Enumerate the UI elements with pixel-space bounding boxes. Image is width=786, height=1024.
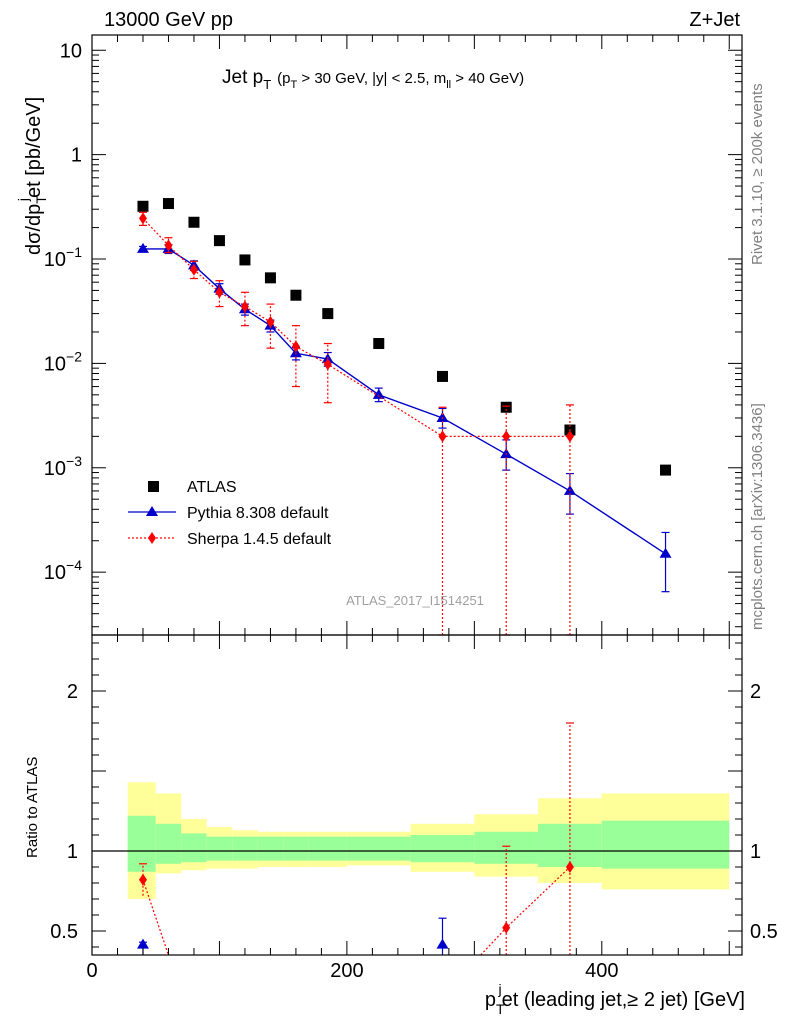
sherpa-point xyxy=(291,340,300,353)
x-tick-label: 0 xyxy=(86,960,97,982)
ratio-y-tick-label-right: 0.5 xyxy=(750,921,778,943)
ratio-y-tick-label-right: 2 xyxy=(750,681,761,703)
atlas-point xyxy=(373,338,385,350)
sherpa-point xyxy=(266,315,275,328)
sherpa-point xyxy=(502,430,511,443)
ratio-x-tick-labels: 0 200 400 xyxy=(86,960,618,982)
sherpa-point xyxy=(215,286,224,299)
atlas-point xyxy=(162,198,174,210)
main-y-tick-labels: 10 1 10−1 10−2 10−3 10−4 xyxy=(44,40,82,584)
main-series xyxy=(136,198,672,636)
sherpa-ratio-line xyxy=(142,879,170,956)
atlas-point xyxy=(137,200,149,212)
legend-atlas-marker xyxy=(148,481,159,492)
sherpa-ratio-point xyxy=(565,861,574,873)
main-y-tick-label: 10 xyxy=(60,40,82,62)
main-y-tick-label: 10−2 xyxy=(44,348,82,375)
atlas-point xyxy=(500,401,512,413)
mcplots-label: mcplots.cern.ch [arXiv:1306.3436] xyxy=(749,403,766,630)
sherpa-point xyxy=(164,239,173,252)
ratio-y-tick-label-left: 1 xyxy=(67,841,78,863)
ratio-y-tick-label-left: 0.5 xyxy=(50,921,78,943)
atlas-point xyxy=(213,235,225,247)
sherpa-point xyxy=(323,358,332,371)
legend: ATLAS Pythia 8.308 default Sherpa 1.4.5 … xyxy=(128,479,332,548)
band-inner xyxy=(308,836,347,861)
ratio-y-tick-label-right: 1 xyxy=(750,841,761,863)
band-inner xyxy=(410,835,475,863)
band-inner xyxy=(127,815,156,872)
axes-frames xyxy=(91,34,743,956)
atlas-point xyxy=(188,216,200,228)
sherpa-ratio-point xyxy=(138,873,147,886)
band-inner xyxy=(283,836,309,861)
atlas-point xyxy=(264,272,276,284)
band-inner xyxy=(601,820,730,869)
main-y-tick-label: 1 xyxy=(71,145,82,167)
x-tick-label: 200 xyxy=(330,960,363,982)
pythia-point xyxy=(659,547,672,558)
ratio-y-tick-labels: 0.5 0.5 1 1 2 2 xyxy=(50,681,778,943)
band-inner xyxy=(232,836,258,861)
rivet-label: Rivet 3.1.10, ≥ 200k events xyxy=(749,83,766,265)
atlas-point xyxy=(436,370,448,382)
pythia-point xyxy=(136,242,149,253)
sherpa-point xyxy=(138,212,147,225)
atlas-point xyxy=(322,308,334,320)
atlas-point xyxy=(660,464,672,476)
atlas-point xyxy=(290,289,302,301)
x-axis-label: pTjet (leading jet,≥ 2 jet) [GeV] xyxy=(485,981,745,1017)
main-y-tick-label: 10−3 xyxy=(44,453,82,480)
band-inner xyxy=(155,823,182,864)
ratio-y-axis-label: Ratio to ATLAS xyxy=(24,757,41,858)
legend-pythia-marker xyxy=(146,506,158,516)
energy-label: 13000 GeV pp xyxy=(104,9,233,31)
sherpa-ratio-point xyxy=(502,921,511,934)
ratio-frame xyxy=(91,634,743,956)
legend-sherpa-marker xyxy=(148,532,156,544)
process-label: Z+Jet xyxy=(689,9,740,31)
pythia-point xyxy=(436,411,449,422)
sherpa-point xyxy=(189,263,198,276)
sherpa-point xyxy=(438,430,447,443)
legend-atlas-label: ATLAS xyxy=(187,479,237,496)
ratio-uncertainty-bands xyxy=(92,782,742,899)
pythia-ratio-point xyxy=(136,938,149,949)
atlas-point xyxy=(239,254,251,266)
legend-sherpa-label: Sherpa 1.4.5 default xyxy=(187,531,332,548)
main-title: Jet pT (pT > 30 GeV, |y| < 2.5, mll > 40 … xyxy=(222,67,524,92)
band-inner xyxy=(257,836,284,861)
analysis-watermark: ATLAS_2017_I1514251 xyxy=(346,593,484,608)
band-inner xyxy=(181,833,207,863)
sherpa-point xyxy=(565,430,574,443)
main-y-tick-label: 10−4 xyxy=(44,557,82,584)
ratio-y-tick-label-left: 2 xyxy=(67,681,78,703)
band-inner xyxy=(206,836,233,861)
pythia-point xyxy=(372,388,385,399)
main-y-tick-label: 10−1 xyxy=(44,244,82,271)
main-y-axis-label: dσ/dpTjet [pb/GeV] xyxy=(15,97,49,255)
band-inner xyxy=(346,836,411,861)
sherpa-point xyxy=(240,300,249,313)
x-tick-label: 400 xyxy=(585,960,618,982)
pythia-ratio-point xyxy=(436,938,449,949)
legend-pythia-label: Pythia 8.308 default xyxy=(187,505,329,522)
